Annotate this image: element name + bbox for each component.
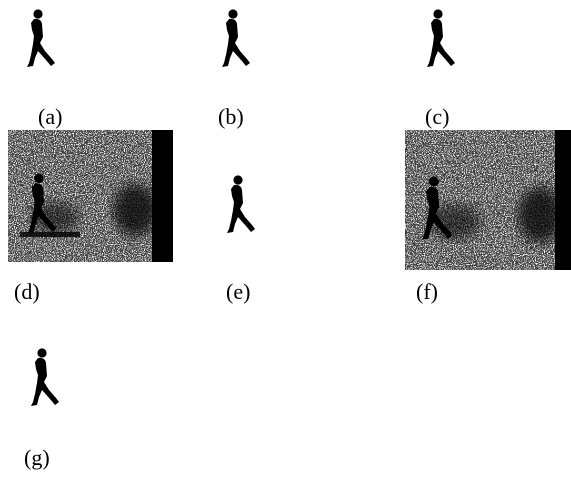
silhouette <box>427 9 455 67</box>
silhouette <box>31 348 59 406</box>
panel-label: (b) <box>218 104 244 129</box>
panel-label: (a) <box>38 104 62 129</box>
panel-label: (d) <box>14 279 40 304</box>
panel-label: (c) <box>425 104 449 129</box>
panel-label: (f) <box>416 279 438 304</box>
noisy-frame <box>8 130 173 262</box>
silhouette <box>222 9 250 67</box>
silhouette <box>27 9 55 67</box>
panel-label: (e) <box>226 279 250 304</box>
panel-label: (g) <box>24 445 50 470</box>
silhouette <box>227 175 255 233</box>
noisy-frame <box>405 130 571 270</box>
figure: (a) (b) (c) (d) (e) (f) (g) <box>0 0 571 473</box>
